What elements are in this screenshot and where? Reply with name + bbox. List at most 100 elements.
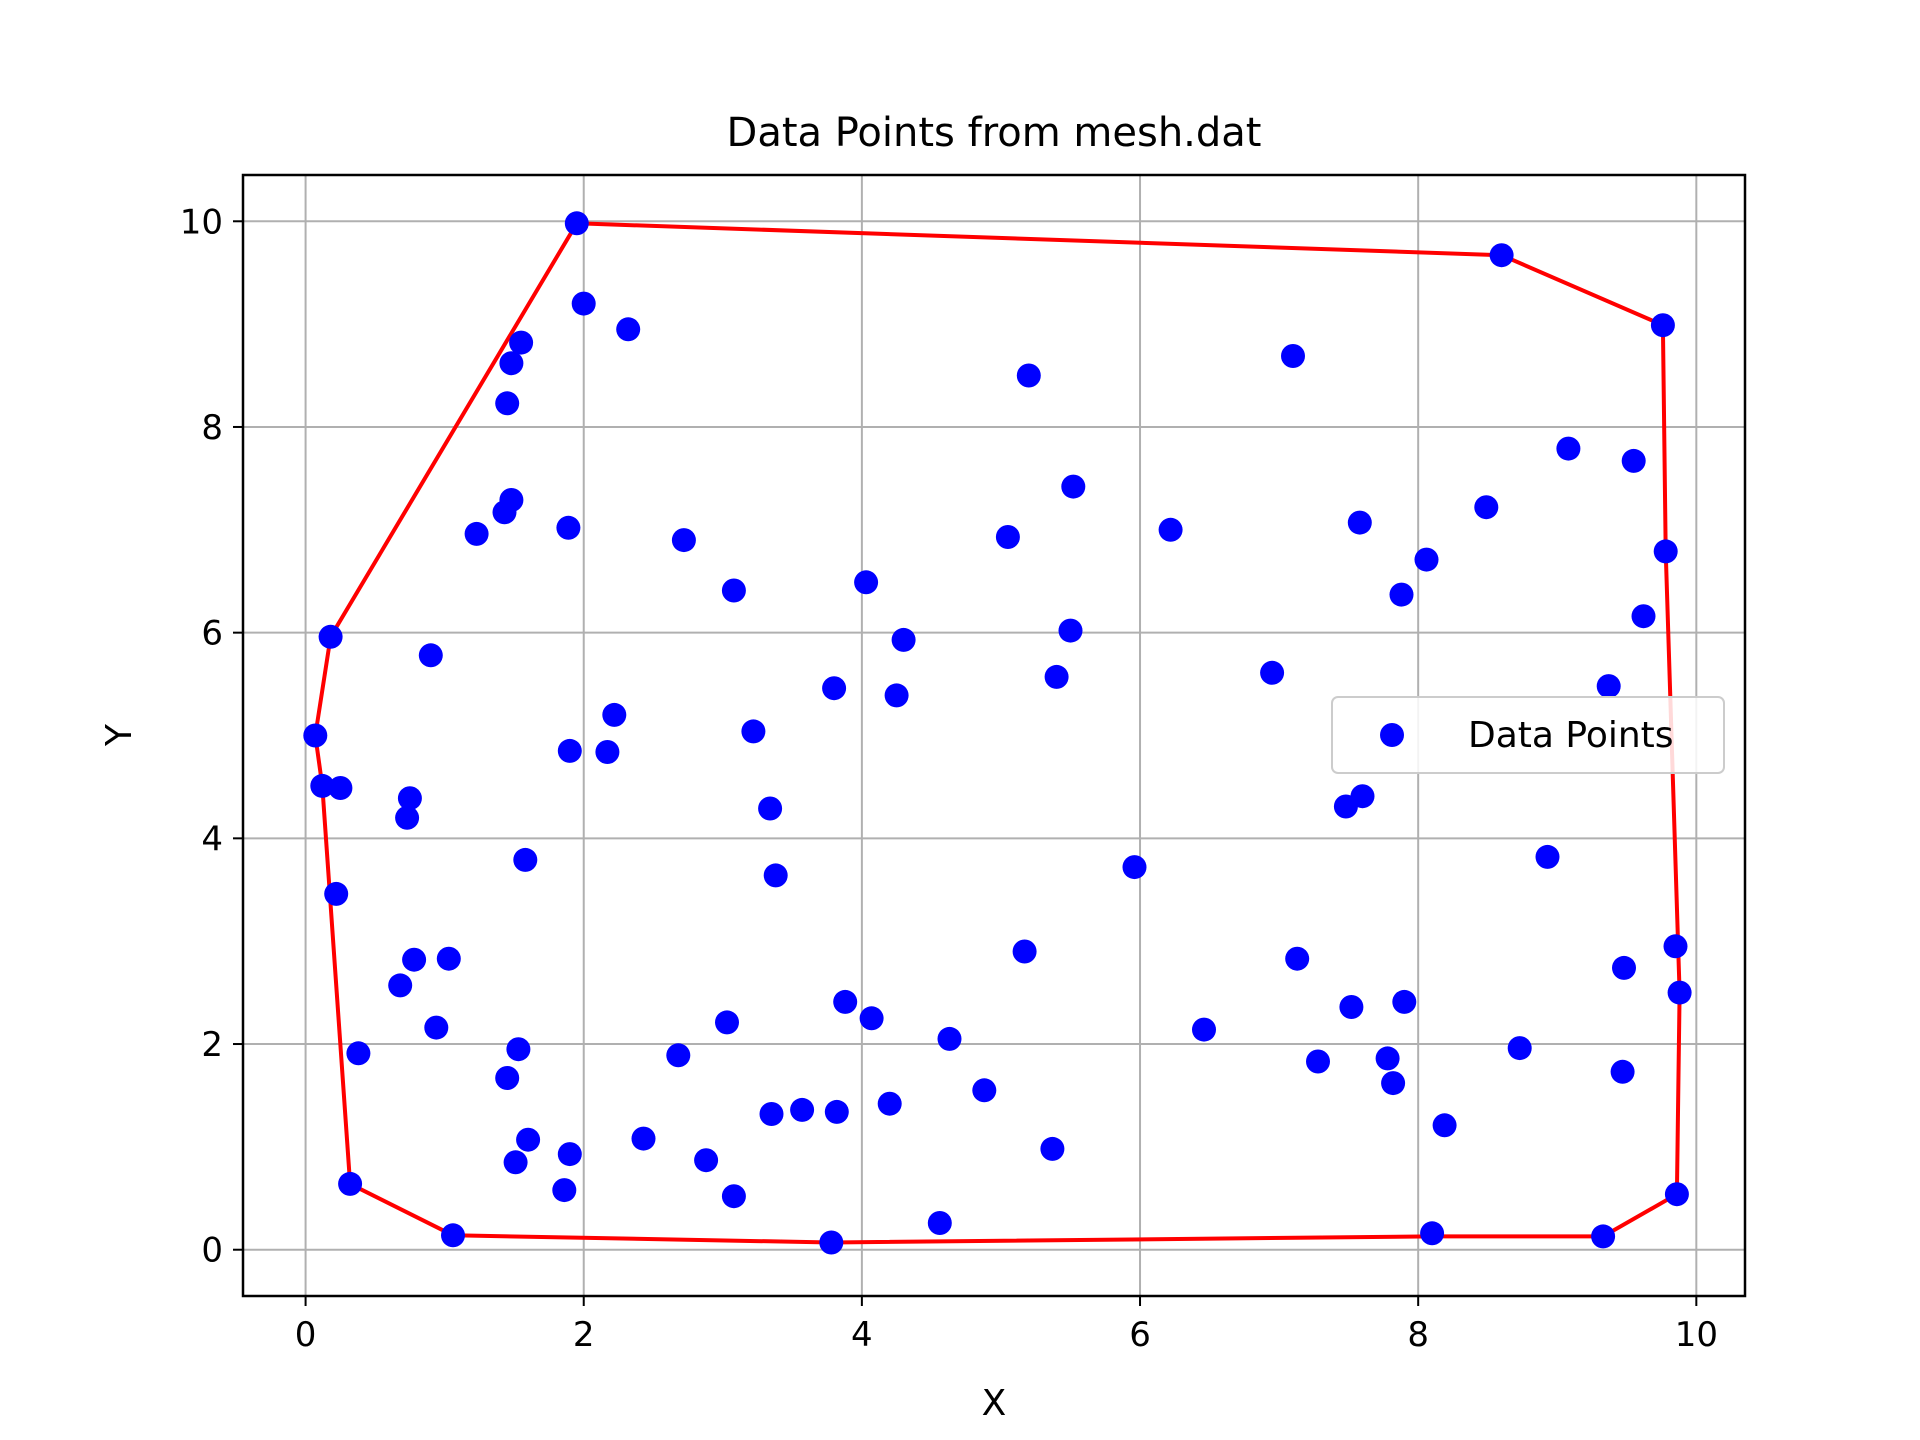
data-point: [819, 1230, 844, 1255]
y-tick-label: 2: [201, 1025, 223, 1065]
data-point: [854, 570, 879, 595]
data-point: [397, 786, 422, 811]
y-tick-label: 0: [201, 1231, 223, 1271]
x-tick-label: 2: [573, 1315, 595, 1355]
data-point: [1381, 1071, 1406, 1096]
data-point: [1061, 474, 1086, 499]
data-point: [1040, 1136, 1065, 1161]
data-point: [328, 776, 353, 800]
data-point: [763, 863, 788, 888]
data-point: [1044, 664, 1069, 689]
data-point: [436, 946, 461, 971]
data-point: [1192, 1017, 1216, 1042]
data-point: [595, 740, 620, 764]
data-point: [1653, 539, 1678, 564]
data-point: [571, 291, 596, 316]
data-point: [388, 973, 413, 998]
data-point: [715, 1010, 739, 1035]
data-point: [759, 1102, 784, 1126]
x-axis-label: X: [982, 1383, 1007, 1424]
data-point: [499, 351, 524, 376]
data-point: [1012, 939, 1037, 964]
data-point: [927, 1211, 952, 1235]
data-point: [1339, 995, 1364, 1019]
x-tick-label: 0: [295, 1315, 317, 1355]
data-point: [1650, 313, 1675, 338]
data-point: [1621, 448, 1646, 473]
data-point: [557, 738, 582, 763]
data-point: [509, 330, 534, 355]
grid: [243, 175, 1745, 1296]
data-point: [556, 515, 581, 540]
data-points-layer: [303, 211, 1692, 1255]
data-point: [1596, 674, 1621, 699]
y-tick-label: 4: [201, 819, 223, 859]
data-point: [516, 1127, 541, 1152]
data-point: [564, 211, 589, 236]
data-point: [1667, 980, 1692, 1005]
data-point: [694, 1148, 719, 1173]
data-point: [1058, 618, 1083, 643]
legend: Data Points: [1331, 696, 1725, 774]
data-point: [1392, 989, 1417, 1014]
data-point: [1158, 517, 1183, 542]
x-tick-label: 8: [1407, 1315, 1429, 1355]
data-point: [884, 683, 909, 708]
data-point: [1474, 495, 1499, 520]
data-point: [721, 1184, 746, 1209]
data-point: [1591, 1224, 1616, 1249]
data-point: [822, 676, 847, 701]
data-point: [310, 773, 335, 798]
data-point: [824, 1099, 849, 1124]
data-point: [1610, 1059, 1635, 1084]
data-point: [338, 1171, 363, 1196]
data-point: [424, 1015, 449, 1040]
data-point: [1306, 1049, 1330, 1074]
legend-label: Data Points: [1468, 715, 1674, 756]
x-tick-label: 10: [1675, 1315, 1718, 1355]
data-point: [495, 391, 520, 416]
data-point: [1260, 660, 1285, 685]
data-point: [1432, 1113, 1457, 1138]
data-point: [513, 847, 538, 872]
x-tick-label: 6: [1129, 1315, 1151, 1355]
data-point: [464, 521, 489, 546]
data-point: [402, 947, 427, 972]
y-tick-label: 10: [180, 202, 223, 242]
data-point: [631, 1126, 656, 1151]
axis-ticks: 0 2 4 6 8 10 0 2 4 6 8 10: [180, 202, 1718, 1355]
data-point: [758, 796, 783, 821]
data-point: [721, 578, 746, 603]
data-point: [318, 624, 343, 649]
chart-title: Data Points from mesh.dat: [727, 110, 1262, 156]
data-point: [995, 525, 1020, 549]
data-point: [972, 1078, 997, 1103]
y-tick-label: 8: [201, 408, 223, 448]
data-point: [616, 317, 641, 342]
data-point: [346, 1041, 371, 1066]
data-point: [877, 1091, 902, 1116]
legend-box: [1331, 696, 1725, 774]
data-point: [418, 643, 443, 668]
data-point: [602, 702, 627, 727]
data-point: [1556, 436, 1581, 461]
data-point: [1631, 604, 1656, 629]
data-point: [1507, 1036, 1532, 1061]
data-point: [506, 1037, 531, 1062]
data-point: [790, 1097, 815, 1122]
data-point: [1375, 1046, 1400, 1071]
data-point: [303, 723, 328, 748]
data-point: [503, 1150, 528, 1175]
data-point: [1016, 363, 1041, 388]
y-axis-label: Y: [99, 723, 140, 747]
data-point: [859, 1006, 884, 1031]
data-point: [1350, 784, 1375, 809]
data-point: [1285, 946, 1310, 971]
data-point: [324, 881, 349, 906]
data-point: [671, 528, 696, 553]
data-point: [1420, 1221, 1445, 1246]
data-point: [1122, 855, 1147, 880]
data-point: [499, 488, 524, 512]
data-point: [1663, 934, 1688, 959]
